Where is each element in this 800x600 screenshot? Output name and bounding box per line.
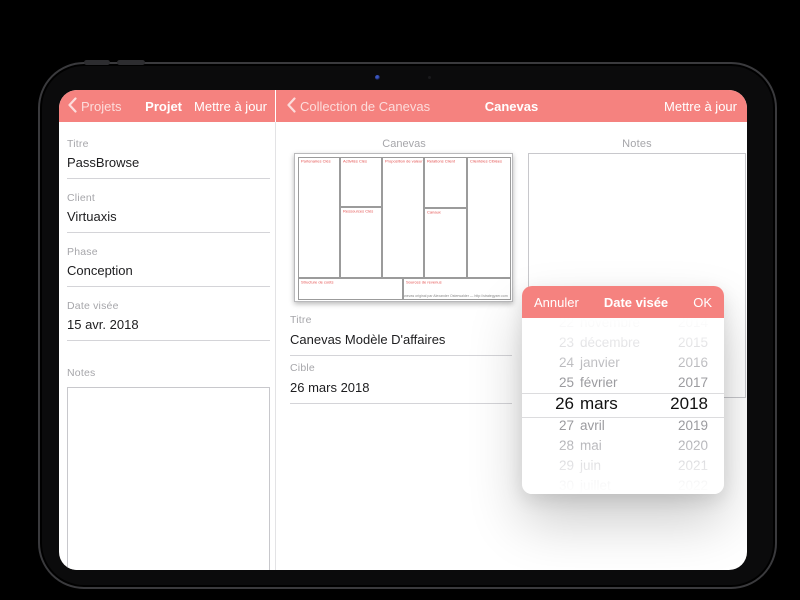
cell-label: Relations Client: [427, 159, 456, 164]
phase-field: Phase Conception: [67, 246, 270, 287]
phase-input[interactable]: Conception: [67, 263, 270, 287]
wheel-row[interactable]: 25 février 2017: [558, 374, 708, 390]
canvas-cell-proposition: Proposition de valeur: [382, 157, 424, 278]
canvas-preview-label: Canevas: [382, 138, 426, 150]
wheel-row[interactable]: 22 novembre 2014: [558, 318, 708, 330]
ok-button[interactable]: OK: [693, 294, 712, 310]
cell-label: Canaux: [427, 210, 441, 215]
project-form: Titre PassBrowse Client Virtuaxis Phase …: [67, 138, 270, 570]
canvas-titre-field: Titre Canevas Modèle D'affaires: [290, 314, 512, 356]
date-picker-title: Date visée: [603, 294, 669, 310]
cell-label: Clientèles Ciblées: [469, 159, 502, 164]
update-canvas-button[interactable]: Mettre à jour: [664, 98, 737, 114]
field-label: Cible: [290, 362, 315, 374]
client-input[interactable]: Virtuaxis: [67, 209, 270, 233]
volume-up-button: [84, 60, 110, 65]
wheel-row-selected[interactable]: 26 mars 2018: [555, 393, 708, 413]
cible-field: Cible 26 mars 2018: [290, 362, 512, 404]
field-label: Titre: [290, 314, 312, 326]
canvas-notes-label: Notes: [622, 138, 652, 150]
back-button-collection[interactable]: Collection de Canevas: [286, 96, 431, 116]
cell-label: Ressources Clés: [342, 209, 373, 214]
back-button-projets[interactable]: Projets: [67, 96, 122, 116]
tablet-frame: Projets Projet Mettre à jour Canevas Col…: [38, 60, 777, 589]
canvas-cell-revenus: Sources de revenus Canevas original par …: [403, 278, 511, 300]
cell-label: Proposition de valeur: [385, 159, 423, 164]
back-label: Projets: [81, 98, 122, 114]
app-screen: Projets Projet Mettre à jour Canevas Col…: [59, 90, 747, 570]
notes-label: Notes: [67, 367, 96, 379]
field-label: Titre: [67, 138, 89, 150]
cell-label: Sources de revenus: [406, 280, 442, 285]
client-field: Client Virtuaxis: [67, 192, 270, 233]
wheel-row[interactable]: 28 mai 2020: [558, 437, 708, 453]
date-visee-input[interactable]: 15 avr. 2018: [67, 317, 270, 341]
light-sensor-icon: [428, 76, 431, 79]
left-nav-title: Projet: [145, 98, 183, 114]
back-label: Collection de Canevas: [300, 98, 431, 114]
wheel-row[interactable]: 23 décembre 2015: [558, 334, 708, 350]
canvas-cell-relations: Relations Client: [424, 157, 467, 208]
canvas-cell-canaux: Canaux: [424, 208, 467, 278]
volume-down-button: [117, 60, 145, 65]
chevron-left-icon: [286, 96, 296, 116]
date-picker-popup: Annuler Date visée OK 22 novembre 2014 23 d…: [522, 286, 724, 494]
canvas-cell-partenaires: Partenaires Clés: [298, 157, 340, 278]
cible-input[interactable]: 26 mars 2018: [290, 380, 512, 404]
cell-label: Structure de coûts: [301, 280, 334, 285]
right-nav-title: Canevas: [484, 98, 539, 114]
left-navbar: Projets Projet Mettre à jour: [59, 90, 275, 122]
chevron-left-icon: [67, 96, 77, 116]
wheel-row[interactable]: 30 juillet 2022: [558, 477, 708, 493]
canvas-titre-input[interactable]: Canevas Modèle D'affaires: [290, 332, 512, 356]
cell-label: Partenaires Clés: [301, 159, 331, 164]
right-navbar: Canevas Collection de Canevas Mettre à j…: [276, 90, 747, 122]
cell-label: Activités Clés: [342, 159, 367, 164]
canvas-cell-ressources: Ressources Clés: [339, 207, 382, 278]
wheel-row[interactable]: 27 avril 2019: [558, 417, 708, 433]
cancel-button[interactable]: Annuler: [534, 294, 579, 310]
titre-input[interactable]: PassBrowse: [67, 155, 270, 179]
update-project-button[interactable]: Mettre à jour: [194, 98, 267, 114]
wheel-row[interactable]: 29 juin 2021: [558, 457, 708, 473]
field-label: Date visée: [67, 300, 119, 312]
panel-divider: [275, 122, 276, 570]
date-picker-header: Annuler Date visée OK: [522, 286, 724, 318]
date-wheel[interactable]: 22 novembre 2014 23 décembre 2015 24 janvier 2…: [522, 318, 724, 494]
date-visee-field: Date visée 15 avr. 2018: [67, 300, 270, 341]
canvas-cell-activites: Activités Clés: [339, 157, 382, 207]
front-camera-icon: [375, 75, 380, 80]
canvas-preview[interactable]: Partenaires Clés Activités Clés Ressourc…: [294, 153, 513, 302]
titre-field: Titre PassBrowse: [67, 138, 270, 179]
field-label: Client: [67, 192, 96, 204]
canvas-cell-couts: Structure de coûts: [298, 278, 403, 300]
canvas-cell-clienteles: Clientèles Ciblées: [466, 157, 511, 278]
project-notes-input[interactable]: [67, 387, 270, 570]
canvas-attribution: Canevas original par Alexander Osterwald…: [403, 294, 508, 299]
field-label: Phase: [67, 246, 98, 258]
wheel-row[interactable]: 24 janvier 2016: [558, 354, 708, 370]
